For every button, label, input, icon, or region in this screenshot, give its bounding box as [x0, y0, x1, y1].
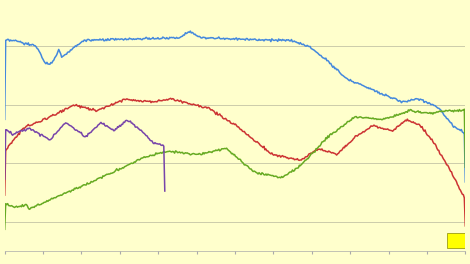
Bar — [447, 233, 465, 248]
